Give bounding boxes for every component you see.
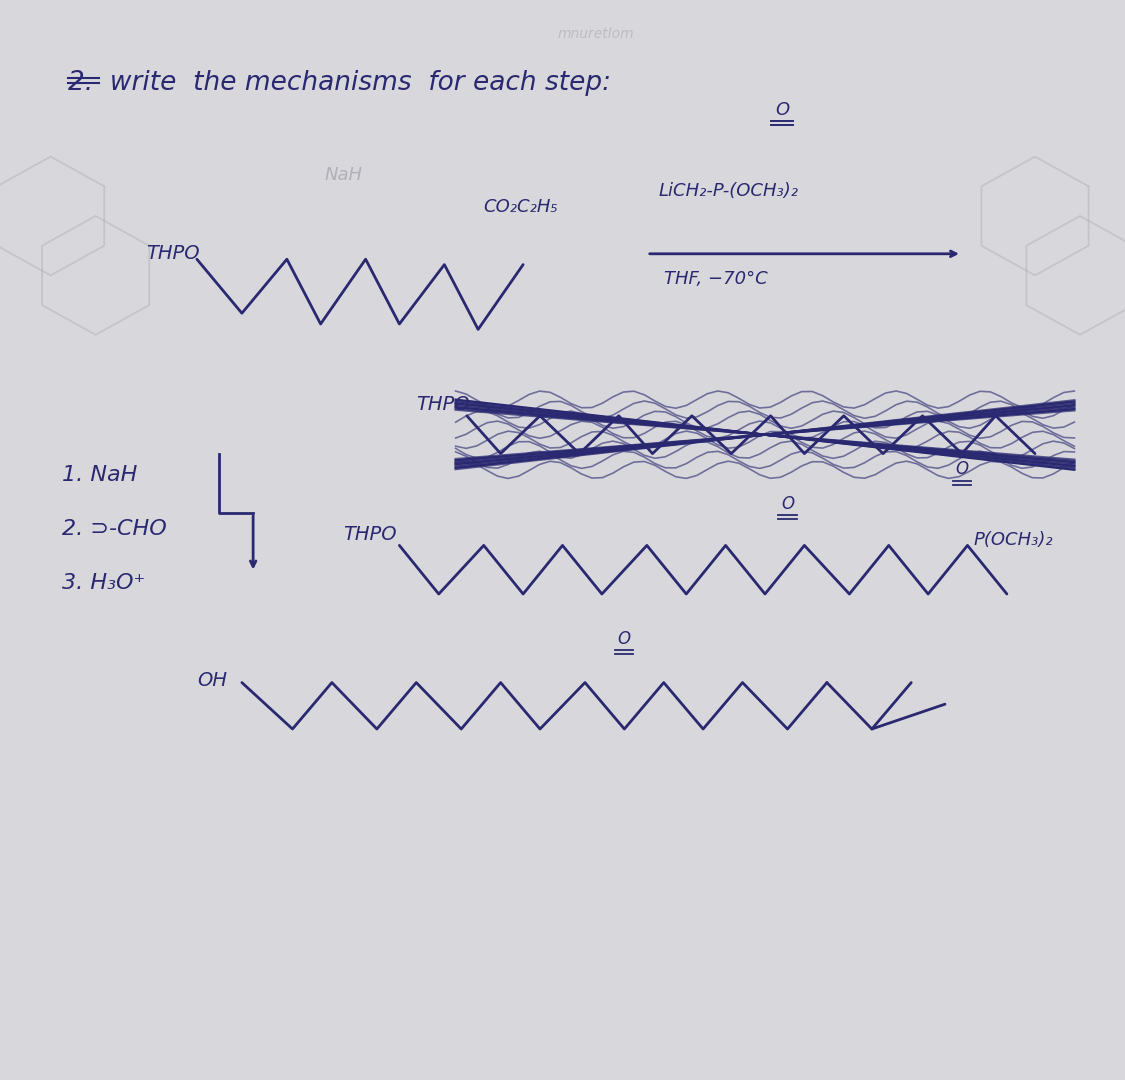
- Text: LiCH₂-P-(OCH₃)₂: LiCH₂-P-(OCH₃)₂: [658, 181, 798, 200]
- Text: O: O: [618, 630, 631, 648]
- Text: 2. ⊃-CHO: 2. ⊃-CHO: [62, 519, 166, 539]
- Text: O: O: [781, 495, 794, 513]
- Text: THF, −70°C: THF, −70°C: [664, 270, 767, 288]
- Text: NaH: NaH: [324, 165, 362, 184]
- Text: 1. NaH: 1. NaH: [62, 465, 137, 485]
- Text: 3. H₃O⁺: 3. H₃O⁺: [62, 573, 145, 593]
- Text: THPO: THPO: [146, 244, 200, 264]
- Text: OH: OH: [197, 671, 227, 690]
- Text: THPO: THPO: [343, 525, 397, 544]
- Text: O: O: [775, 100, 789, 119]
- Text: O: O: [955, 460, 969, 478]
- Text: mnuretlom: mnuretlom: [558, 27, 634, 41]
- Text: THPO: THPO: [416, 395, 470, 415]
- Text: CO₂C₂H₅: CO₂C₂H₅: [484, 198, 558, 216]
- Text: 2.  write  the mechanisms  for each step:: 2. write the mechanisms for each step:: [68, 70, 611, 96]
- Text: P(OCH₃)₂: P(OCH₃)₂: [973, 531, 1053, 549]
